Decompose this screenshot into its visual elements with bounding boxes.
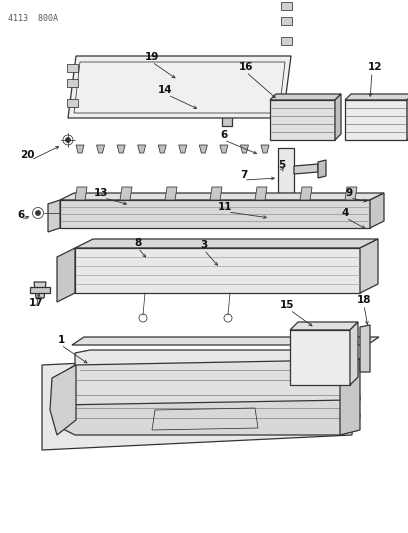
Polygon shape — [300, 187, 312, 200]
Polygon shape — [345, 100, 407, 140]
Polygon shape — [178, 100, 236, 108]
Text: 19: 19 — [145, 52, 159, 62]
Polygon shape — [97, 145, 104, 153]
Polygon shape — [76, 145, 84, 153]
Polygon shape — [179, 145, 187, 153]
Text: 11: 11 — [217, 202, 232, 212]
Text: 18: 18 — [357, 295, 371, 305]
Polygon shape — [75, 239, 378, 248]
Text: 3: 3 — [201, 240, 208, 250]
Polygon shape — [72, 337, 379, 345]
Text: 20: 20 — [20, 150, 35, 160]
Text: 12: 12 — [368, 62, 383, 72]
Polygon shape — [30, 287, 50, 293]
Polygon shape — [75, 248, 360, 293]
Text: 1: 1 — [58, 335, 65, 345]
Polygon shape — [255, 187, 267, 200]
Polygon shape — [407, 94, 408, 140]
Polygon shape — [270, 100, 335, 140]
Polygon shape — [222, 108, 232, 126]
Polygon shape — [57, 248, 75, 302]
Text: 6: 6 — [220, 130, 228, 140]
Polygon shape — [261, 145, 269, 153]
Text: 4: 4 — [342, 208, 349, 218]
Polygon shape — [67, 99, 78, 107]
Polygon shape — [220, 145, 228, 153]
Polygon shape — [67, 79, 78, 87]
Text: 17: 17 — [29, 298, 43, 308]
Polygon shape — [230, 77, 235, 92]
Polygon shape — [67, 64, 78, 72]
Polygon shape — [50, 365, 76, 435]
Polygon shape — [210, 187, 222, 200]
Polygon shape — [281, 37, 292, 45]
Polygon shape — [117, 145, 125, 153]
Text: 4113  800A: 4113 800A — [8, 14, 58, 23]
Polygon shape — [48, 200, 60, 232]
Text: 13: 13 — [93, 188, 108, 198]
Polygon shape — [350, 322, 358, 385]
Circle shape — [35, 211, 40, 215]
Polygon shape — [318, 160, 326, 178]
Polygon shape — [165, 187, 177, 200]
Polygon shape — [360, 325, 370, 372]
Polygon shape — [160, 68, 166, 77]
Polygon shape — [158, 145, 166, 153]
Polygon shape — [137, 145, 146, 153]
Text: 7: 7 — [241, 170, 248, 180]
Polygon shape — [75, 350, 345, 375]
Polygon shape — [345, 187, 357, 200]
Polygon shape — [200, 145, 207, 153]
Polygon shape — [42, 350, 352, 450]
Polygon shape — [281, 2, 292, 10]
Polygon shape — [220, 68, 226, 77]
Polygon shape — [360, 239, 378, 293]
Polygon shape — [294, 164, 318, 174]
Polygon shape — [290, 322, 358, 330]
Polygon shape — [335, 94, 341, 140]
Text: 14: 14 — [157, 85, 172, 95]
Polygon shape — [75, 187, 87, 200]
Polygon shape — [290, 330, 350, 385]
Polygon shape — [60, 200, 370, 228]
Polygon shape — [370, 193, 384, 228]
Polygon shape — [34, 282, 46, 298]
Polygon shape — [270, 94, 341, 100]
Polygon shape — [340, 358, 360, 435]
Polygon shape — [55, 360, 360, 420]
Polygon shape — [155, 77, 235, 82]
Polygon shape — [240, 145, 248, 153]
Polygon shape — [52, 400, 360, 435]
Text: 9: 9 — [346, 188, 353, 198]
Polygon shape — [68, 56, 291, 118]
Polygon shape — [300, 371, 340, 378]
Polygon shape — [281, 17, 292, 25]
Text: 5: 5 — [278, 160, 285, 170]
Text: 6: 6 — [18, 210, 25, 220]
Polygon shape — [120, 187, 132, 200]
Polygon shape — [60, 193, 384, 200]
Polygon shape — [278, 148, 294, 193]
Text: 8: 8 — [135, 238, 142, 248]
Text: 16: 16 — [239, 62, 253, 72]
Polygon shape — [155, 82, 230, 92]
Text: 15: 15 — [279, 300, 294, 310]
Polygon shape — [345, 94, 408, 100]
Circle shape — [66, 138, 71, 142]
